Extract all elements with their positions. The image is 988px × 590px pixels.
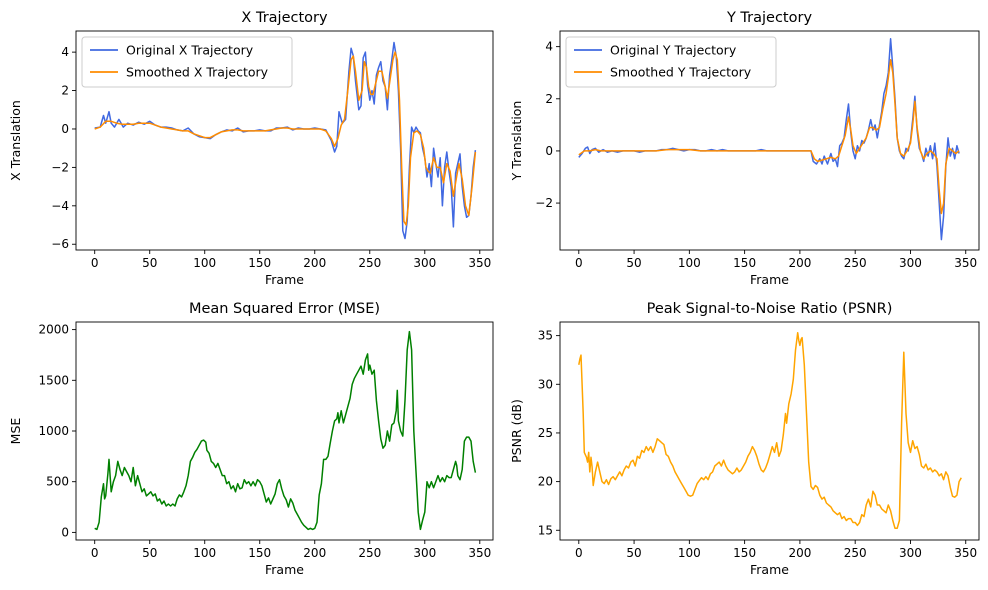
x-axis-label: Frame (265, 562, 304, 577)
y-tick-label: 0 (545, 144, 553, 158)
x-tick-label: 250 (358, 256, 381, 270)
y-tick-label: −2 (535, 196, 553, 210)
chart-title: Y Trajectory (726, 10, 812, 26)
legend: Original X Trajectory Smoothed X Trajecto… (81, 36, 293, 88)
y-axis-label: MSE (8, 418, 23, 445)
x-tick-label: 0 (91, 546, 99, 560)
y-axis-label: PSNR (dB) (509, 399, 524, 463)
y-tick-label: 2 (61, 84, 69, 98)
series-line-0 (94, 330, 477, 531)
chart-title: Mean Squared Error (MSE) (189, 301, 380, 317)
x-tick-label: 300 (899, 546, 922, 560)
series-line-1 (94, 51, 477, 226)
chart-panel-3: 0 50 100 150 200 250 300 350 15 20 25 30 35 Peak Sign… (509, 301, 980, 577)
y-tick-label: 500 (46, 475, 69, 489)
y-axis-label: X Translation (8, 100, 23, 181)
y-tick-label: 2 (545, 92, 553, 106)
plot-frame (559, 30, 980, 251)
chart-title: X Trajectory (241, 10, 328, 26)
y-tick-label: 4 (61, 45, 69, 59)
y-tick-label: 25 (538, 426, 553, 440)
x-tick-label: 300 (899, 256, 922, 270)
series-line-0 (578, 331, 962, 530)
x-tick-label: 50 (142, 546, 157, 560)
y-tick-label: 2000 (38, 323, 69, 337)
x-tick-label: 50 (626, 256, 641, 270)
x-tick-label: 200 (788, 546, 811, 560)
legend-entry: Smoothed Y Trajectory (610, 65, 752, 80)
legend-entry: Original Y Trajectory (610, 43, 737, 58)
series-line-1 (578, 58, 960, 215)
plot-frame (75, 321, 494, 541)
x-tick-label: 100 (678, 546, 701, 560)
y-tick-label: 0 (61, 525, 69, 539)
x-axis-label: Frame (750, 562, 789, 577)
y-tick-label: −2 (51, 160, 69, 174)
x-tick-label: 300 (413, 256, 436, 270)
y-tick-label: 35 (538, 329, 553, 343)
y-tick-label: 30 (538, 377, 553, 391)
x-tick-label: 50 (626, 546, 641, 560)
y-tick-label: 20 (538, 475, 553, 489)
x-tick-label: 100 (678, 256, 701, 270)
y-tick-label: −4 (51, 199, 69, 213)
plot-frame (559, 321, 980, 541)
x-tick-label: 100 (193, 256, 216, 270)
y-tick-label: 1000 (38, 424, 69, 438)
x-tick-label: 200 (303, 256, 326, 270)
x-tick-label: 350 (468, 256, 491, 270)
x-tick-label: 100 (193, 546, 216, 560)
y-axis-label: Y Translation (509, 101, 524, 182)
x-tick-label: 200 (303, 546, 326, 560)
x-tick-label: 250 (358, 546, 381, 560)
x-tick-label: 350 (954, 546, 977, 560)
y-tick-label: 4 (545, 40, 553, 54)
legend-box (81, 36, 293, 88)
legend: Original Y Trajectory Smoothed Y Trajecto… (565, 36, 777, 88)
x-axis-label: Frame (265, 272, 304, 287)
x-tick-label: 150 (248, 256, 271, 270)
y-tick-label: 0 (61, 122, 69, 136)
x-tick-label: 0 (575, 546, 583, 560)
x-tick-label: 250 (844, 546, 867, 560)
y-tick-label: 1500 (38, 373, 69, 387)
x-tick-label: 300 (413, 546, 436, 560)
x-tick-label: 150 (248, 546, 271, 560)
plot-frame (75, 30, 494, 251)
legend-entry: Smoothed X Trajectory (126, 65, 269, 80)
x-tick-label: 200 (788, 256, 811, 270)
x-tick-label: 50 (142, 256, 157, 270)
chart-panel-1: 0 50 100 150 200 250 300 350 −2 0 2 4 Y Trajectory Fr… (509, 10, 980, 287)
x-axis-label: Frame (750, 272, 789, 287)
x-tick-label: 0 (91, 256, 99, 270)
x-tick-label: 350 (468, 546, 491, 560)
x-tick-label: 350 (954, 256, 977, 270)
x-tick-label: 0 (575, 256, 583, 270)
x-tick-label: 150 (733, 256, 756, 270)
y-tick-label: 15 (538, 523, 553, 537)
chart-panel-2: 0 50 100 150 200 250 300 350 0 500 1000 1500 2000 Mea… (8, 301, 494, 577)
y-tick-label: −6 (51, 237, 69, 251)
legend-entry: Original X Trajectory (126, 43, 254, 58)
legend-box (565, 36, 777, 88)
chart-panel-0: 0 50 100 150 200 250 300 350 −6 −4 −2 0 2 4 X Trajecto… (8, 10, 494, 287)
chart-title: Peak Signal-to-Noise Ratio (PSNR) (647, 301, 893, 317)
x-tick-label: 150 (733, 546, 756, 560)
x-tick-label: 250 (844, 256, 867, 270)
